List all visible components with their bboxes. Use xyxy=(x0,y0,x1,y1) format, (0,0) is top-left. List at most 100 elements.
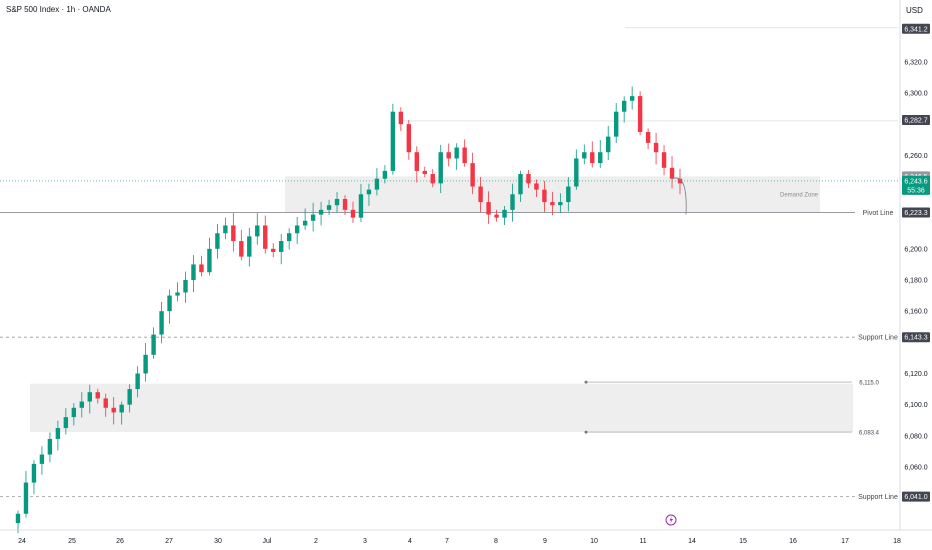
candle-body xyxy=(15,513,21,524)
candle-body xyxy=(502,209,507,218)
candle-body xyxy=(398,111,404,125)
projection-arrow xyxy=(671,177,687,215)
y-tick-label: 6,160.0 xyxy=(904,309,927,316)
candle-body xyxy=(71,407,77,418)
candle-body xyxy=(55,428,61,439)
candle-body xyxy=(478,186,483,203)
candle-body xyxy=(239,241,244,257)
candle-body xyxy=(23,482,29,514)
candle-body xyxy=(302,220,308,226)
candle-body xyxy=(175,292,180,296)
y-tick-label: 6,320.0 xyxy=(904,59,927,66)
price-badge-text: 6,223.3 xyxy=(904,210,927,217)
candle-body xyxy=(31,463,37,483)
candle-body xyxy=(422,170,427,175)
x-tick-label: 4 xyxy=(408,538,412,545)
y-tick-label: 6,120.0 xyxy=(904,371,927,378)
price-badge-text: 55:36 xyxy=(907,187,925,194)
candle-body xyxy=(79,401,85,408)
candle-body xyxy=(159,311,164,335)
candle-body xyxy=(606,136,611,153)
candle-body xyxy=(653,142,659,153)
candle-body xyxy=(430,174,435,184)
candle-body xyxy=(279,241,284,252)
x-tick-label: 24 xyxy=(18,538,26,545)
candle-body xyxy=(111,407,116,413)
candle-body xyxy=(95,392,100,399)
price-badge xyxy=(902,207,930,218)
candle-body xyxy=(231,225,236,242)
candle-body xyxy=(286,233,292,242)
candle-body xyxy=(438,152,443,184)
candle-body xyxy=(637,96,643,132)
line-label: Support Line xyxy=(858,494,898,501)
candle-body xyxy=(374,178,380,190)
y-tick-label: 6,300.0 xyxy=(904,91,927,98)
candle-body xyxy=(446,152,451,159)
candle-body xyxy=(47,438,53,455)
range-dot xyxy=(584,430,588,434)
range-label: 6,115.0 xyxy=(859,381,879,387)
candle-body xyxy=(63,417,69,429)
candle-body xyxy=(135,373,140,390)
candle-body xyxy=(677,178,683,184)
candle-body xyxy=(342,198,348,210)
x-tick-label: 11 xyxy=(639,538,646,545)
candle-body xyxy=(183,280,188,293)
candle-body xyxy=(127,389,132,405)
x-tick-label: 2 xyxy=(314,538,318,545)
candle-body xyxy=(350,209,356,218)
x-tick-label: 30 xyxy=(214,538,222,545)
candle-body xyxy=(645,131,651,143)
candle-body xyxy=(598,152,603,164)
candle-body xyxy=(542,189,547,203)
candle-body xyxy=(510,194,515,210)
x-tick-label: 26 xyxy=(116,538,124,545)
candle-body xyxy=(661,152,667,168)
price-badge-text: 6,041.0 xyxy=(904,494,927,501)
y-tick-label: 6,080.0 xyxy=(904,433,927,440)
x-tick-label: 17 xyxy=(841,538,849,545)
x-tick-label: 7 xyxy=(445,538,449,545)
candle-body xyxy=(526,174,531,184)
candle-body xyxy=(247,236,252,257)
price-badge xyxy=(902,184,930,195)
candle-body xyxy=(326,205,332,210)
candle-body xyxy=(470,163,475,187)
currency-label: USD xyxy=(906,6,923,15)
price-badge xyxy=(902,114,930,125)
candle-body xyxy=(558,202,563,206)
candle-body xyxy=(534,183,539,190)
candle-body xyxy=(582,152,587,159)
candle-body xyxy=(454,147,459,159)
candle-body xyxy=(462,147,467,164)
x-tick-label: 15 xyxy=(739,538,747,545)
candle-body xyxy=(414,152,419,171)
candle-body xyxy=(590,152,595,164)
y-tick-label: 6,100.0 xyxy=(904,402,927,409)
candle-body xyxy=(334,198,340,206)
candle-body xyxy=(550,202,555,206)
candle-body xyxy=(566,186,571,203)
candle-body xyxy=(143,354,148,374)
candle-body xyxy=(39,454,45,464)
x-tick-label: 8 xyxy=(494,538,498,545)
y-tick-label: 6,200.0 xyxy=(904,246,927,253)
x-tick-label: 25 xyxy=(68,538,76,545)
candle-body xyxy=(406,124,412,153)
price-badge xyxy=(902,175,930,186)
price-badge xyxy=(902,491,930,502)
candle-body xyxy=(382,170,388,179)
candle-body xyxy=(669,167,675,179)
x-tick-label: Jul xyxy=(263,538,272,545)
range-label: 6,083.4 xyxy=(859,431,880,437)
candle-body xyxy=(613,111,619,137)
x-tick-label: 16 xyxy=(789,538,797,545)
zone-label: Demand Zone xyxy=(780,192,819,198)
price-badge xyxy=(902,23,930,34)
event-icon[interactable] xyxy=(665,514,677,526)
candle-body xyxy=(621,100,627,112)
candle-body xyxy=(191,264,196,280)
candle-body xyxy=(494,214,499,218)
